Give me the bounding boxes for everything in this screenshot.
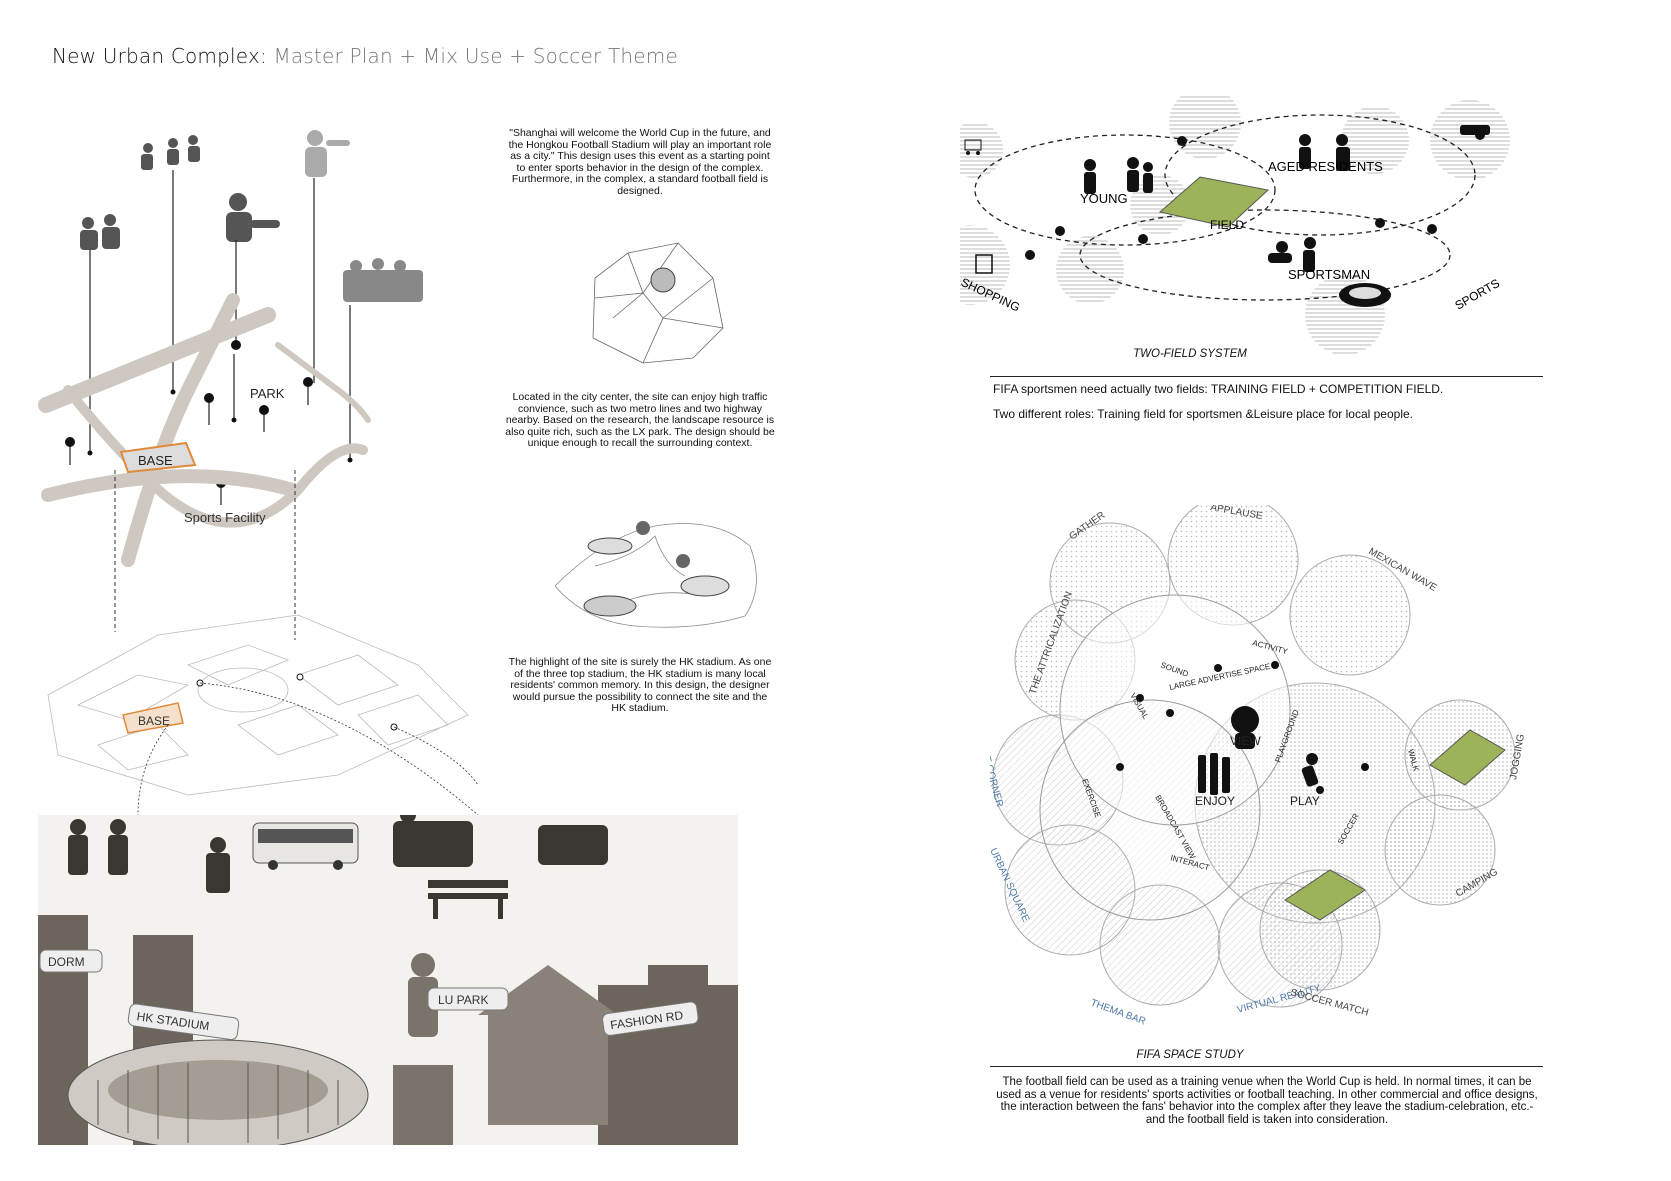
viewer-head-icon bbox=[1231, 706, 1259, 749]
dorm-sign-label: DORM bbox=[48, 955, 85, 969]
marker-point bbox=[296, 673, 304, 681]
statue-photo bbox=[393, 953, 453, 1145]
enjoy-people-icon bbox=[1198, 753, 1230, 795]
play-kicker-icon bbox=[1301, 753, 1324, 794]
divider-line bbox=[990, 1066, 1543, 1067]
title-main: New Urban Complex: bbox=[52, 44, 267, 68]
road-network bbox=[38, 293, 371, 567]
small-figure-icon bbox=[1136, 694, 1144, 702]
shanghai-district-map bbox=[592, 242, 724, 364]
aged-residents-icon bbox=[1299, 134, 1350, 171]
lu-park-sign: LU PARK bbox=[427, 987, 509, 1011]
view-label: VIEW bbox=[1230, 734, 1261, 748]
base-label: BASE bbox=[138, 453, 173, 468]
park-label: PARK bbox=[250, 386, 285, 401]
intro-paragraph: "Shanghai will welcome the World Cup in … bbox=[508, 127, 772, 197]
photo-collage: DORM HK STADIUM LU PARK FASHION RD bbox=[38, 815, 738, 1145]
small-figure-icon bbox=[1166, 709, 1174, 717]
green-field-icons bbox=[1284, 729, 1506, 921]
sportsman-label: SPORTSMAN bbox=[1288, 267, 1370, 282]
bus-icon bbox=[252, 822, 359, 870]
title-sub: Master Plan + Mix Use + Soccer Theme bbox=[273, 44, 678, 68]
aged-residents-label: AGED RESIDENTS bbox=[1268, 159, 1383, 174]
two-field-caption: TWO-FIELD SYSTEM bbox=[1133, 348, 1247, 360]
field-label: FIELD bbox=[1210, 218, 1244, 232]
field-green-icon bbox=[1158, 176, 1270, 228]
fifa-space-study-diagram: VIEW ENJOY PLAY SOUND ACTIVITY VISUAL LA… bbox=[990, 505, 1527, 1025]
site-highlight-circle bbox=[650, 267, 676, 293]
people-photo-icons bbox=[80, 130, 423, 302]
dashed-field-loops bbox=[974, 114, 1476, 301]
stadium-icons bbox=[583, 521, 730, 617]
small-figure-icon bbox=[1271, 661, 1279, 669]
sports-label: SPORTS bbox=[1453, 276, 1503, 313]
enjoy-label: ENJOY bbox=[1195, 794, 1235, 808]
fifa-study-paragraph: The football field can be used as a trai… bbox=[996, 1076, 1538, 1126]
divider-line bbox=[990, 376, 1543, 377]
young-people-icon bbox=[1084, 157, 1153, 194]
stadium-icon bbox=[1339, 283, 1391, 307]
two-field-line-1: FIFA sportsmen need actually two fields:… bbox=[993, 382, 1444, 396]
dorm-sign: DORM bbox=[39, 949, 103, 973]
sports-facility-label: Sports Facility bbox=[184, 510, 266, 525]
buildings-wireframe bbox=[47, 614, 469, 796]
person-group-icon bbox=[80, 214, 120, 250]
bench-icon bbox=[428, 880, 508, 919]
two-field-line-2: Two different roles: Training field for … bbox=[993, 407, 1413, 421]
fifa-study-caption: FIFA SPACE STUDY bbox=[1136, 1049, 1244, 1061]
running-kids-icon bbox=[141, 135, 200, 170]
villa-photo bbox=[478, 965, 618, 1125]
site-map-diagram: BASE PARK Sports Facility bbox=[38, 130, 423, 640]
stadium-connection-map bbox=[555, 521, 757, 628]
pin-heads bbox=[65, 340, 353, 488]
stadium-paragraph: The highlight of the site is surely the … bbox=[508, 656, 772, 714]
collage-graphic: DORM HK STADIUM LU PARK FASHION RD bbox=[38, 815, 738, 1145]
location-paragraph: Located in the city center, the site can… bbox=[505, 391, 775, 449]
cart-icon bbox=[964, 139, 982, 155]
small-figure-icon bbox=[1361, 763, 1369, 771]
play-label: PLAY bbox=[1290, 794, 1320, 808]
hk-stadium-photo bbox=[67, 1039, 369, 1145]
group-sitting-icon bbox=[343, 258, 423, 302]
figure-icons bbox=[964, 125, 1490, 307]
cheering-fan-icon bbox=[305, 130, 350, 177]
activity-figure-icons bbox=[1116, 661, 1369, 795]
small-figure-icon bbox=[1116, 763, 1124, 771]
people-silhouettes bbox=[68, 815, 608, 893]
base-label-3d: BASE bbox=[138, 714, 170, 728]
two-field-system-diagram: YOUNG AGED RESIDENTS FIELD SPORTSMAN SHO… bbox=[960, 95, 1510, 355]
small-figure-icon bbox=[1214, 664, 1222, 672]
sportsman-icon bbox=[1268, 237, 1316, 272]
shopping-bag-icon bbox=[975, 254, 993, 274]
projection-lines bbox=[114, 470, 296, 640]
page-title: New Urban Complex: Master Plan + Mix Use… bbox=[52, 44, 678, 68]
thema-bar-label: THEMA BAR bbox=[1089, 997, 1147, 1025]
young-label: YOUNG bbox=[1080, 191, 1128, 206]
city-model-3d: BASE bbox=[47, 614, 478, 815]
enjoy-circle bbox=[1039, 699, 1261, 921]
soccer-player-icon bbox=[226, 193, 280, 242]
connector-curves bbox=[137, 682, 478, 815]
lu-park-sign-label: LU PARK bbox=[438, 993, 488, 1007]
car-icon bbox=[1460, 125, 1490, 135]
base-block bbox=[119, 441, 197, 474]
